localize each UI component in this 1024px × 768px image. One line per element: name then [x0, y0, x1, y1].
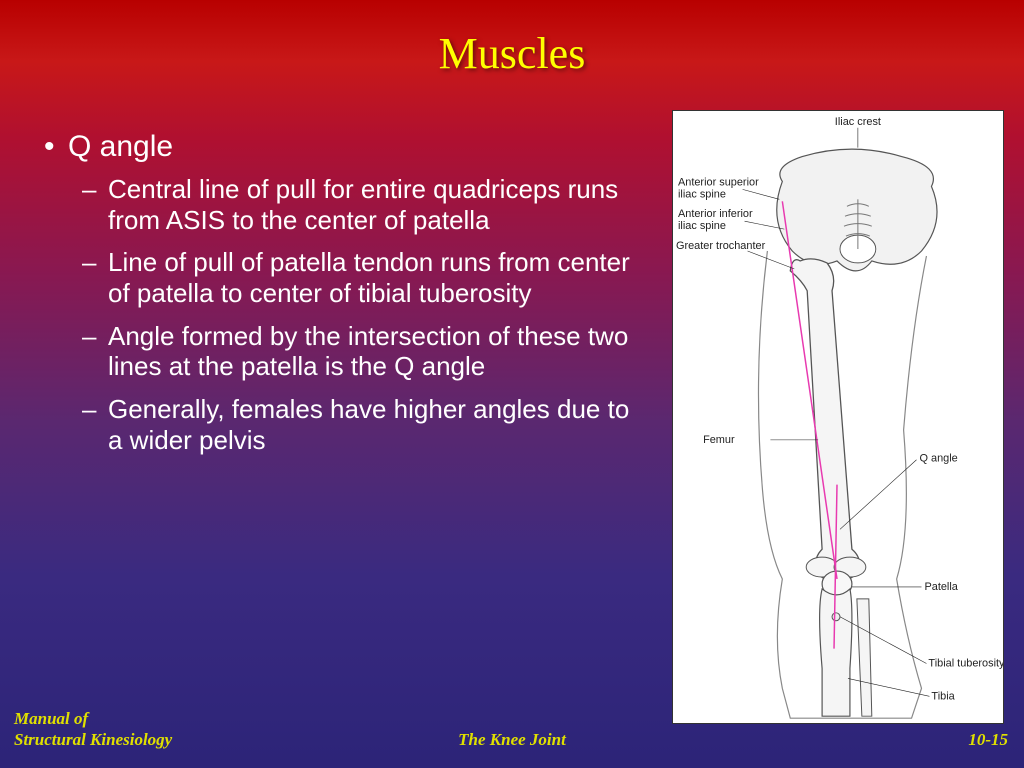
- bullet-main-label: Q angle: [68, 130, 173, 163]
- sub-bullet: Generally, females have higher angles du…: [68, 394, 640, 455]
- slide: Muscles Q angle Central line of pull for…: [0, 0, 1024, 768]
- tibia-shape: [820, 589, 872, 716]
- label-tibia: Tibia: [931, 690, 955, 702]
- label-aiis: Anterior inferior iliac spine: [678, 208, 756, 232]
- label-greater-trochanter: Greater trochanter: [676, 240, 766, 252]
- label-asis: Anterior superior iliac spine: [678, 176, 762, 200]
- footer-center: The Knee Joint: [0, 730, 1024, 750]
- footer-right: 10-15: [968, 730, 1008, 750]
- pelvis-shape: [777, 149, 937, 271]
- femur-shape: [790, 259, 866, 582]
- sub-bullet: Central line of pull for entire quadrice…: [68, 174, 640, 235]
- label-q-angle: Q angle: [920, 453, 958, 465]
- label-patella: Patella: [924, 581, 958, 593]
- sub-bullet: Line of pull of patella tendon runs from…: [68, 247, 640, 308]
- sub-bullet: Angle formed by the intersection of thes…: [68, 321, 640, 382]
- slide-title: Muscles: [0, 28, 1024, 79]
- bullet-main: Q angle Central line of pull for entire …: [40, 130, 640, 455]
- title-bar: Muscles: [0, 0, 1024, 89]
- label-iliac-crest: Iliac crest: [835, 116, 881, 128]
- footer-left-line1: Manual of: [14, 709, 88, 728]
- label-femur: Femur: [703, 434, 735, 446]
- label-tibial-tuberosity: Tibial tuberosity: [928, 657, 1003, 669]
- anatomy-diagram: Iliac crest Anterior superior iliac spin…: [672, 110, 1004, 724]
- content-area: Q angle Central line of pull for entire …: [40, 130, 640, 467]
